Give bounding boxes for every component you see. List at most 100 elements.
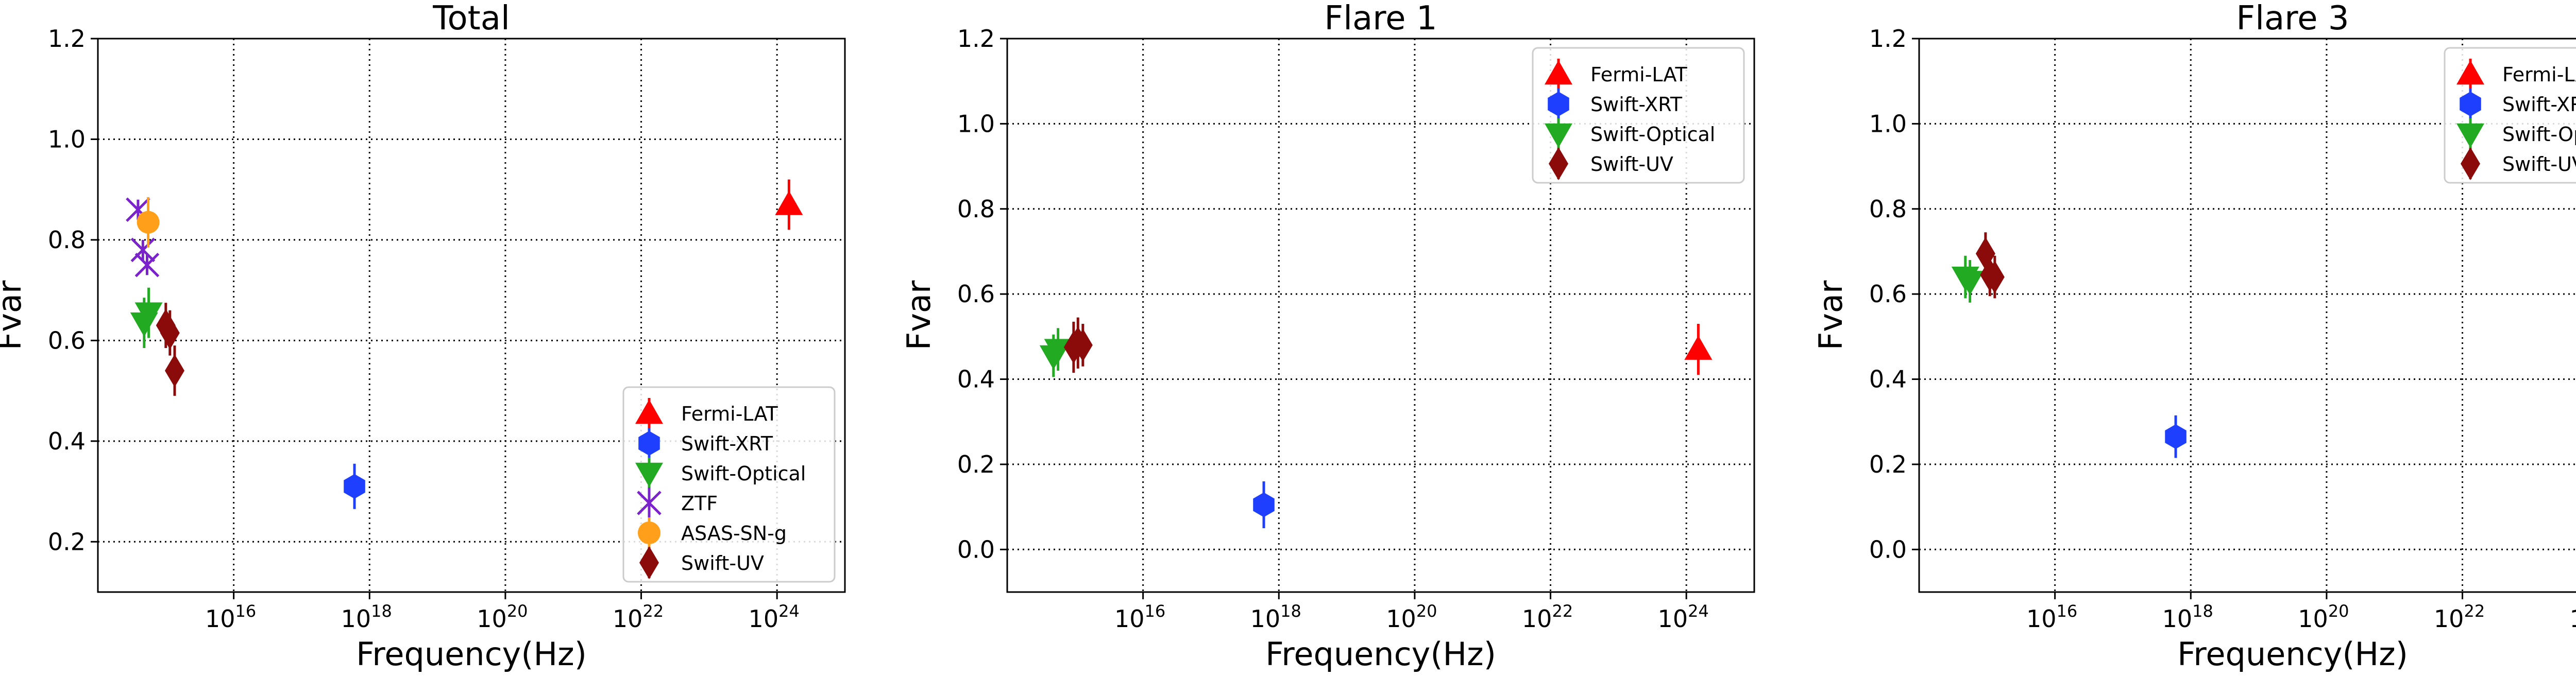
legend-marker-swift-optical <box>635 462 663 487</box>
y-tick-label: 0.2 <box>48 528 86 556</box>
x-tick-label: 1022 <box>2434 601 2485 633</box>
x-tick-label: 1022 <box>1522 601 1573 633</box>
legend-label: Fermi-LAT <box>2502 63 2576 86</box>
y-tick-label: 0.6 <box>1869 280 1907 308</box>
legend-marker-asas-sn-g <box>638 522 660 544</box>
y-tick-label: 0.2 <box>957 450 995 478</box>
plot-frame <box>1006 38 1755 593</box>
legend: Fermi-LAT Swift-XRT Swift-Optical Swift-UV <box>2444 47 2576 184</box>
y-tick-label: 1.0 <box>48 125 86 153</box>
y-tick-label: 0.6 <box>957 280 995 308</box>
y-tick-label: 0.6 <box>48 326 86 354</box>
y-tick-label: 0.0 <box>1869 535 1907 563</box>
y-tick-label: 0.4 <box>1869 366 1907 393</box>
y-tick-label: 0.4 <box>957 366 995 393</box>
chart-panel-3: 0.0 0.2 0.4 0.6 0.8 1.0 1.2 1016 1018 1020 1022 102… <box>1812 0 2576 673</box>
legend-label: Fermi-LAT <box>1590 63 1687 86</box>
legend-label: Swift-XRT <box>2502 93 2576 116</box>
y-tick-label: 1.0 <box>1869 110 1907 137</box>
legend-marker-swift-uv <box>639 546 659 579</box>
chart-panel-1: 0.2 0.4 0.6 0.8 1.0 1.2 1016 1018 1020 1022 1024 To… <box>0 0 846 673</box>
x-tick-label: 1018 <box>2162 601 2213 633</box>
x-tick-label: 1020 <box>477 601 528 633</box>
data-point-swift-uv <box>160 316 180 350</box>
data-point-swift-optical <box>1044 339 1072 363</box>
y-axis-label: Fvar <box>0 280 28 350</box>
y-tick-label: 0.4 <box>48 427 86 455</box>
data-point-swift-optical <box>1956 271 1984 296</box>
legend-label: Swift-Optical <box>681 462 806 485</box>
y-tick-label: 0.2 <box>1869 450 1907 478</box>
x-tick-label: 1024 <box>749 601 800 633</box>
legend-marker-ztf <box>637 491 662 515</box>
axis-ticks <box>1912 38 2464 599</box>
y-tick-label: 0.8 <box>1869 195 1907 223</box>
data-point-fermi-lat <box>775 190 803 215</box>
legend-marker-fermi-lat <box>635 400 663 424</box>
data-point-ztf <box>130 237 156 263</box>
legend-label: Swift-UV <box>681 552 764 575</box>
x-axis-label: Frequency(Hz) <box>1265 635 1496 673</box>
x-tick-label: 1016 <box>1114 601 1165 633</box>
y-tick-label: 1.2 <box>1869 25 1907 53</box>
legend-marker-swift-uv <box>2461 147 2480 180</box>
legend-marker-fermi-lat <box>1545 60 1572 85</box>
data-point-swift-xrt <box>344 474 365 499</box>
x-axis-label: Frequency(Hz) <box>356 635 587 673</box>
data-points <box>1039 317 1713 528</box>
plot-frame <box>1918 38 2576 593</box>
legend-label: ZTF <box>681 492 718 515</box>
legend-marker-swift-optical <box>2456 123 2484 148</box>
data-point-asas-sn-g <box>137 211 160 234</box>
legend-marker-swift-xrt <box>1548 92 1569 116</box>
legend-label: Fermi-LAT <box>681 403 778 425</box>
legend: Fermi-LAT Swift-XRT Swift-Optical Swift-UV <box>1532 47 1745 184</box>
legend-label: Swift-UV <box>2502 153 2576 176</box>
y-tick-label: 1.2 <box>48 25 86 53</box>
data-point-ztf <box>134 253 160 277</box>
x-tick-label: 1024 <box>2570 601 2576 633</box>
data-points <box>1951 232 2187 458</box>
x-tick-label: 1016 <box>2026 601 2077 633</box>
legend-marker-fermi-lat <box>2456 60 2484 85</box>
legend-label: Swift-XRT <box>681 432 773 455</box>
plot-frame <box>97 38 846 593</box>
x-tick-label: 1020 <box>2298 601 2349 633</box>
x-tick-label: 1016 <box>205 601 256 633</box>
y-tick-label: 0.8 <box>48 226 86 254</box>
legend-label: Swift-Optical <box>2502 123 2576 146</box>
legend-label: ASAS-SN-g <box>681 522 787 545</box>
legend-label: Swift-Optical <box>1590 123 1715 146</box>
x-tick-label: 1024 <box>1658 601 1709 633</box>
y-tick-label: 0.0 <box>957 535 995 563</box>
y-tick-label: 1.2 <box>957 25 995 53</box>
legend-label: Swift-XRT <box>1590 93 1683 116</box>
x-tick-label: 1022 <box>613 601 664 633</box>
data-point-fermi-lat <box>1684 335 1713 360</box>
y-axis-label: Fvar <box>900 280 938 350</box>
legend-marker-swift-optical <box>1545 123 1572 148</box>
axis-ticks <box>1000 38 1687 599</box>
y-tick-label: 0.8 <box>957 195 995 223</box>
legend-marker-swift-xrt <box>2460 92 2481 116</box>
data-point-swift-uv <box>1073 328 1093 362</box>
legend: Fermi-LAT Swift-XRT Swift-Optical ZTF ASAS-S… <box>622 386 836 583</box>
x-tick-label: 1018 <box>341 601 392 633</box>
chart-title: Flare 3 <box>2236 0 2349 38</box>
chart-panel-2: 0.0 0.2 0.4 0.6 0.8 1.0 1.2 1016 1018 1020 1022 102… <box>900 0 1755 673</box>
chart-title: Total <box>432 0 510 38</box>
data-point-swift-uv <box>1985 261 2005 294</box>
legend-marker-swift-uv <box>1549 147 1568 180</box>
x-axis-label: Frequency(Hz) <box>2177 635 2408 673</box>
data-point-swift-uv <box>164 354 184 387</box>
y-axis-label: Fvar <box>1812 280 1850 350</box>
legend-label: Swift-UV <box>1590 153 1673 176</box>
x-tick-label: 1018 <box>1250 601 1301 633</box>
data-points <box>126 179 803 509</box>
x-tick-label: 1020 <box>1386 601 1437 633</box>
legend-marker-swift-xrt <box>638 431 660 456</box>
data-point-swift-optical <box>134 302 163 327</box>
y-tick-label: 1.0 <box>957 110 995 137</box>
axis-ticks <box>91 38 778 599</box>
